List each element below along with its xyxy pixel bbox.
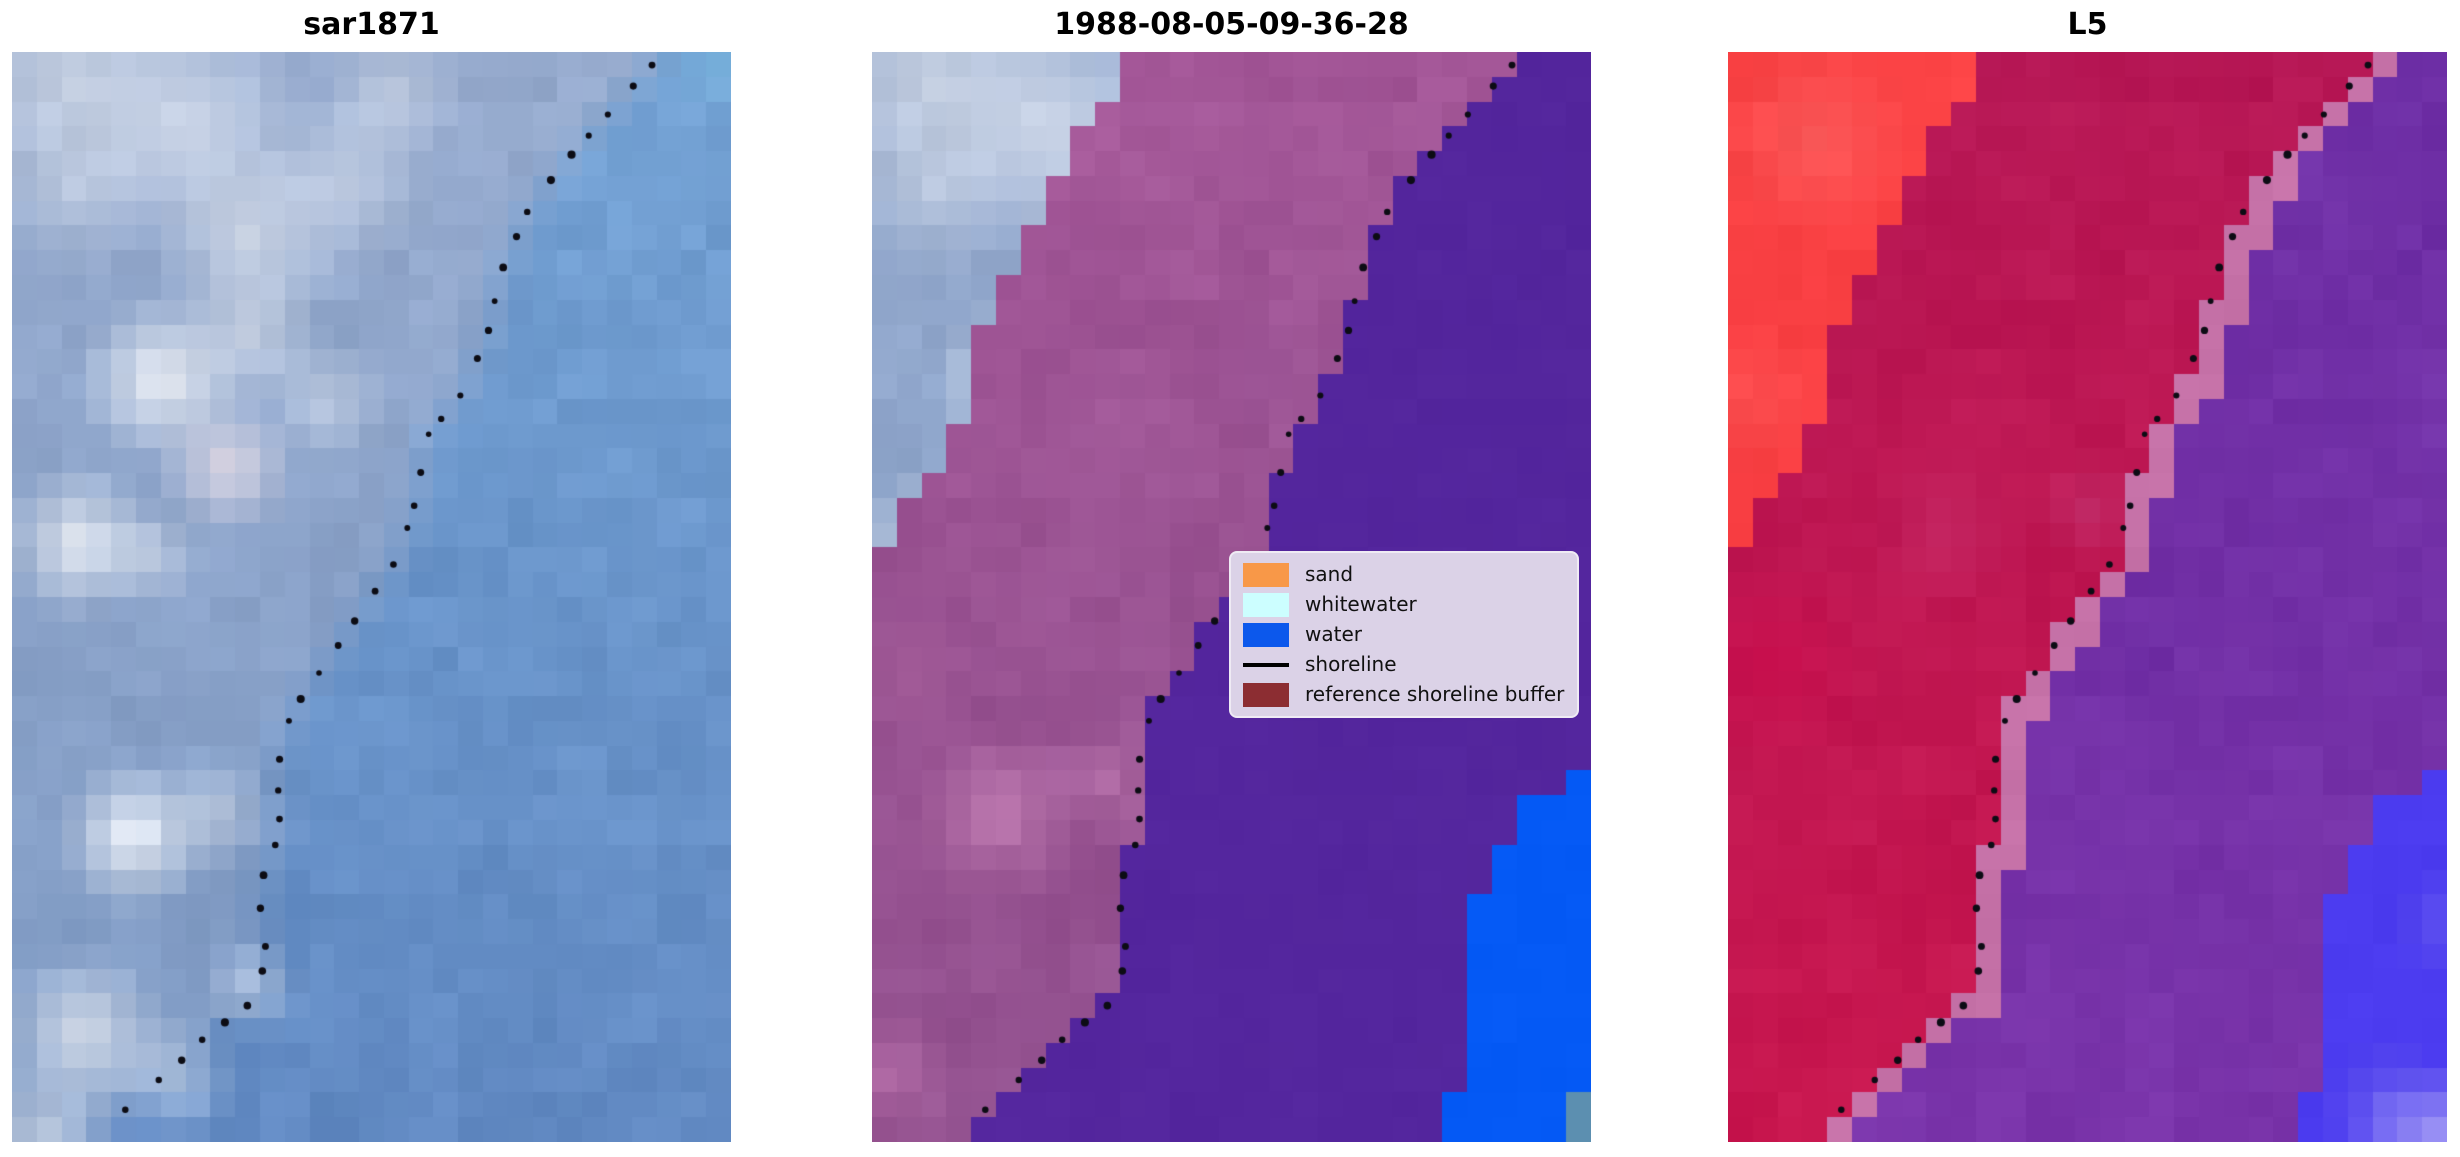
reference-shoreline-buffer-swatch (1243, 682, 1289, 707)
panel-title-sar1871: sar1871 (303, 7, 440, 42)
shoreline-line-swatch (1243, 662, 1289, 667)
legend-item-shoreline: shoreline (1243, 652, 1565, 677)
legend-label-sand: sand (1305, 562, 1354, 586)
l5-satellite-image (1728, 52, 2447, 1142)
legend-label-shoreline: shoreline (1305, 652, 1397, 676)
whitewater-swatch (1243, 592, 1289, 617)
panel-sar1871: sar1871 (12, 0, 731, 1157)
legend-item-whitewater: whitewater (1243, 592, 1565, 617)
legend-label-reference-shoreline-buffer: reference shoreline buffer (1305, 682, 1565, 706)
sar1871-satellite-image (12, 52, 731, 1142)
panel-title-l5: L5 (2067, 7, 2108, 42)
panel-l5: L5 (1728, 0, 2447, 1157)
legend-item-sand: sand (1243, 562, 1565, 587)
water-swatch (1243, 622, 1289, 647)
legend-label-whitewater: whitewater (1305, 592, 1417, 616)
legend-label-water: water (1305, 622, 1362, 646)
legend-item-water: water (1243, 622, 1565, 647)
panel-title-classified: 1988-08-05-09-36-28 (1054, 7, 1409, 42)
legend-box: sand whitewater water shoreline referenc… (1229, 551, 1579, 718)
panel-classified: 1988-08-05-09-36-28 sand whitewater wate… (872, 0, 1591, 1157)
sand-swatch (1243, 562, 1289, 587)
legend-item-reference-shoreline-buffer: reference shoreline buffer (1243, 682, 1565, 707)
